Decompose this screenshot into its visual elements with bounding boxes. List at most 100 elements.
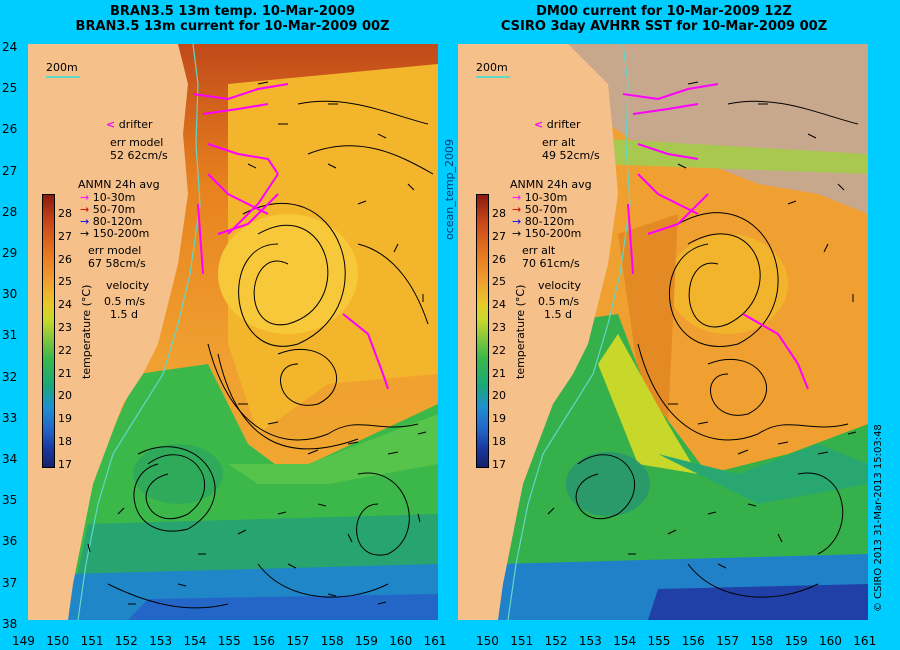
colorbar-tick: 17	[492, 457, 506, 471]
anmn-title: ANMN 24h avg	[510, 178, 592, 191]
left-map-panel: 200m < drifter err model 52 62cm/s ANMN …	[28, 44, 438, 620]
lat-tick: 24	[2, 40, 18, 54]
depth-legend-4: → 150-200m	[512, 227, 582, 240]
australia-coast-land	[458, 44, 618, 620]
lon-tick: 150	[46, 634, 70, 648]
lon-tick: 160	[389, 634, 413, 648]
velocity-arrows	[87, 81, 427, 605]
colorbar-tick: 28	[492, 207, 506, 220]
err-value: 52 62cm/s	[110, 149, 168, 162]
err-value: 49 52cm/s	[542, 149, 600, 162]
colorbar-tick: 24	[58, 298, 72, 312]
arrow-icon: →	[512, 215, 522, 228]
err-label: err model	[110, 136, 164, 149]
lat-tick: 31	[2, 328, 18, 343]
lon-tick: 156	[681, 634, 705, 648]
right-map-panel: 200m < drifter err alt 49 52cm/s ANMN 24…	[458, 44, 868, 620]
colorbar	[42, 194, 55, 468]
lat-tick: 26	[2, 122, 18, 137]
colorbar-tick: 22	[492, 343, 506, 357]
lat-tick: 33	[2, 410, 18, 425]
velocity-days: 1.5 d	[544, 308, 572, 321]
lon-tick: 154	[613, 634, 637, 648]
colorbar-tick: 20	[492, 389, 506, 403]
lon-tick: 156	[252, 634, 275, 648]
velocity-label: velocity	[538, 279, 581, 292]
colorbar-tick: 26	[492, 252, 506, 266]
lon-tick: 151	[510, 634, 534, 648]
lon-tick: 151	[80, 634, 104, 648]
err2-label: err alt	[522, 244, 556, 257]
depth-legend-3: → 80-120m	[512, 215, 575, 228]
colorbar-tick: 23	[58, 321, 72, 334]
arrow-icon: →	[80, 227, 90, 240]
colorbar-tick: 21	[58, 366, 72, 380]
lon-tick: 152	[544, 634, 568, 648]
center-vertical-label: ocean_temp_2009	[443, 138, 456, 240]
depth-legend-3: → 80-120m	[80, 215, 143, 228]
colorbar-tick: 25	[492, 275, 506, 289]
lat-tick: 38	[2, 616, 18, 631]
depth-legend-4: → 150-200m	[80, 227, 150, 240]
lon-tick: 153	[578, 634, 602, 648]
arrow-icon: →	[512, 191, 522, 204]
copyright-label: © CSIRO 2013 31-Mar-2013 15:03:48	[873, 424, 884, 612]
depth-legend-2: → 50-70m	[512, 203, 568, 216]
colorbar-tick: 27	[492, 229, 506, 243]
lat-tick: 28	[2, 204, 18, 219]
colorbar-tick: 17	[58, 457, 72, 471]
left-map-svg	[28, 44, 438, 620]
lon-tick: 158	[750, 634, 774, 648]
depth-legend-2: → 50-70m	[80, 203, 136, 216]
colorbar	[476, 194, 489, 468]
scale-line	[46, 76, 80, 78]
left-title-line1: BRAN3.5 13m temp. 10-Mar-2009	[109, 4, 356, 19]
lat-tick: 25	[2, 81, 18, 96]
lon-tick: 155	[647, 634, 671, 648]
colorbar-tick: 22	[58, 343, 72, 357]
scale-label: 200m	[46, 61, 78, 74]
arrow-icon: →	[80, 215, 90, 228]
lon-tick: 159	[784, 634, 808, 648]
colorbar-unit: temperature (°C)	[514, 284, 527, 379]
left-title-line2: BRAN3.5 13m current for 10-Mar-2009 00Z	[75, 19, 390, 34]
colorbar-tick: 23	[492, 321, 506, 334]
drifter-label: drifter	[546, 118, 581, 131]
err2-label: err model	[88, 244, 142, 257]
contour-200m	[77, 44, 201, 620]
drifter-legend: < drifter	[534, 118, 581, 131]
lat-tick: 32	[2, 369, 18, 384]
velocity-arrows	[547, 81, 857, 569]
colorbar-tick: 19	[492, 412, 506, 426]
lon-tick: 161	[853, 634, 877, 648]
arrow-icon: →	[512, 203, 522, 216]
left-map-title: BRAN3.5 13m temp. 10-Mar-2009 BRAN3.5 13…	[30, 4, 435, 34]
colorbar-tick: 18	[492, 435, 506, 448]
colorbar-tick: 20	[58, 389, 72, 403]
lat-tick: 30	[2, 287, 18, 302]
lat-tick: 27	[2, 163, 18, 178]
depth-legend-1: → 10-30m	[512, 191, 568, 204]
australia-coast-land	[28, 44, 188, 620]
lon-tick: 161	[423, 634, 447, 648]
lat-tick: 37	[2, 575, 18, 590]
err2-value: 67 58cm/s	[88, 257, 146, 270]
lon-tick: 153	[149, 634, 173, 648]
contour-200m	[507, 44, 631, 620]
scale-label: 200m	[476, 61, 508, 74]
right-map-title: DM00 current for 10-Mar-2009 12Z CSIRO 3…	[458, 4, 870, 34]
arrow-icon: →	[80, 203, 90, 216]
err-label: err alt	[542, 136, 576, 149]
colorbar-tick: 18	[58, 435, 72, 448]
lon-tick: 159	[355, 634, 378, 648]
lon-tick: 152	[114, 634, 138, 648]
colorbar-tick: 28	[58, 207, 72, 220]
right-title-line1: DM00 current for 10-Mar-2009 12Z	[536, 4, 792, 19]
colorbar-tick: 26	[58, 252, 72, 266]
drifter-tracks	[622, 83, 809, 390]
colorbar-tick: 19	[58, 412, 72, 426]
lon-tick: 157	[286, 634, 310, 648]
lon-tick: 155	[217, 634, 241, 648]
colorbar-tick: 24	[492, 298, 506, 312]
cloud-area	[568, 44, 868, 214]
